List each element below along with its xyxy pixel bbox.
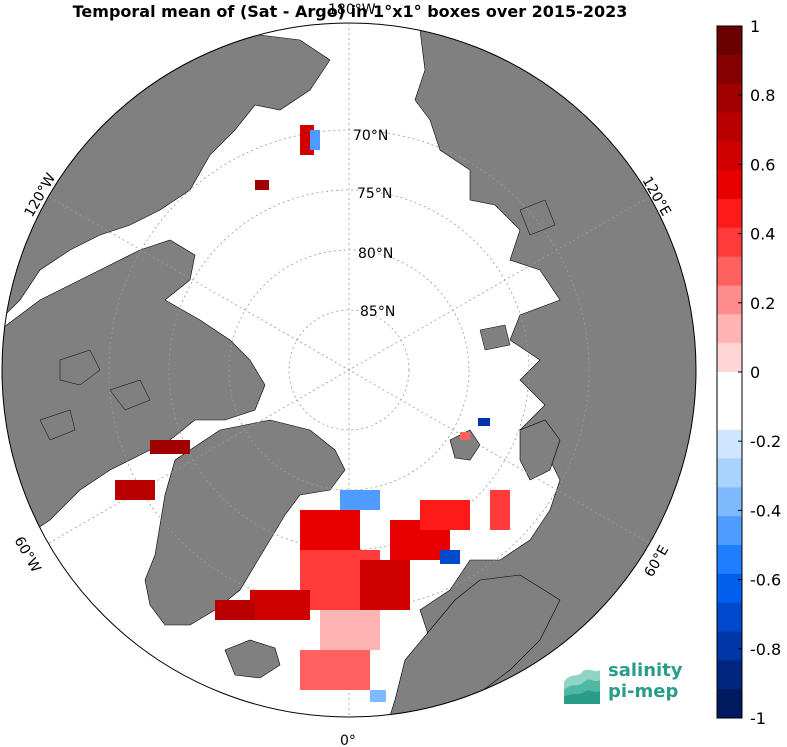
colorbar-segment xyxy=(717,660,742,690)
colorbar-segment xyxy=(717,458,742,488)
colorbar-tick-label: -0.4 xyxy=(750,501,781,520)
colorbar-segment xyxy=(717,26,742,56)
map-title: Temporal mean of (Sat - Argo) in 1°x1° b… xyxy=(72,2,628,21)
colorbar-tick-label: -0.6 xyxy=(750,571,781,590)
colorbar-tick-label: -1 xyxy=(750,709,766,728)
colorbar-segment xyxy=(717,314,742,344)
land-novaya-zemlya xyxy=(519,419,561,481)
colorbar-tick-label: 0.4 xyxy=(750,225,775,244)
colorbar-tick-label: 0 xyxy=(750,363,760,382)
colorbar-segment xyxy=(717,400,742,431)
colorbar-segment xyxy=(717,631,742,661)
colorbar-segment xyxy=(717,372,742,402)
colorbar-segment xyxy=(717,256,742,286)
colorbar-segment xyxy=(717,602,742,632)
colorbar-segment xyxy=(717,343,742,373)
colorbar-segment xyxy=(717,141,742,171)
lat-label-80n: 80°N xyxy=(358,246,393,262)
colorbar-segment xyxy=(717,689,742,719)
lon-label-180w: 180°W xyxy=(328,2,376,18)
lat-label-70n: 70°N xyxy=(353,128,388,144)
logo-line-pimep: pi-mep xyxy=(608,681,679,702)
map-border xyxy=(1,22,697,718)
land-iceland xyxy=(224,639,281,679)
colorbar-segment xyxy=(717,545,742,575)
colorbar-segment xyxy=(717,54,742,85)
colorbar-segment xyxy=(717,285,742,315)
lon-label-0: 0° xyxy=(340,733,356,747)
colorbar-segment xyxy=(717,516,742,546)
logo-line-salinity: salinity xyxy=(608,660,683,681)
logo-wave-icon xyxy=(564,669,600,704)
salinity-pimep-logo: salinity pi-mep xyxy=(560,660,700,716)
land-greenland xyxy=(144,419,346,626)
colorbar-segment xyxy=(717,227,742,258)
colorbar-segment xyxy=(717,170,742,200)
lat-label-75n: 75°N xyxy=(357,186,392,202)
colorbar-tick-label: -0.8 xyxy=(750,640,781,659)
colorbar-tick-label: -0.2 xyxy=(750,432,781,451)
colorbar-tick-label: 0.8 xyxy=(750,86,775,105)
anomaly-cells xyxy=(115,125,510,702)
colorbar-segment xyxy=(717,429,742,459)
colorbar-segment xyxy=(717,487,742,517)
colorbar-segment xyxy=(717,199,742,229)
colorbar-segment xyxy=(717,83,742,113)
colorbar-tick-label: 1 xyxy=(750,17,760,36)
colorbar-segment xyxy=(717,573,742,604)
colorbar-segment xyxy=(717,112,742,142)
colorbar-tick-label: 0.6 xyxy=(750,155,775,174)
land-svalbard xyxy=(449,429,481,461)
colorbar-tick-label: 0.2 xyxy=(750,294,775,313)
land-islands xyxy=(39,199,556,441)
lat-label-85n: 85°N xyxy=(360,304,395,320)
